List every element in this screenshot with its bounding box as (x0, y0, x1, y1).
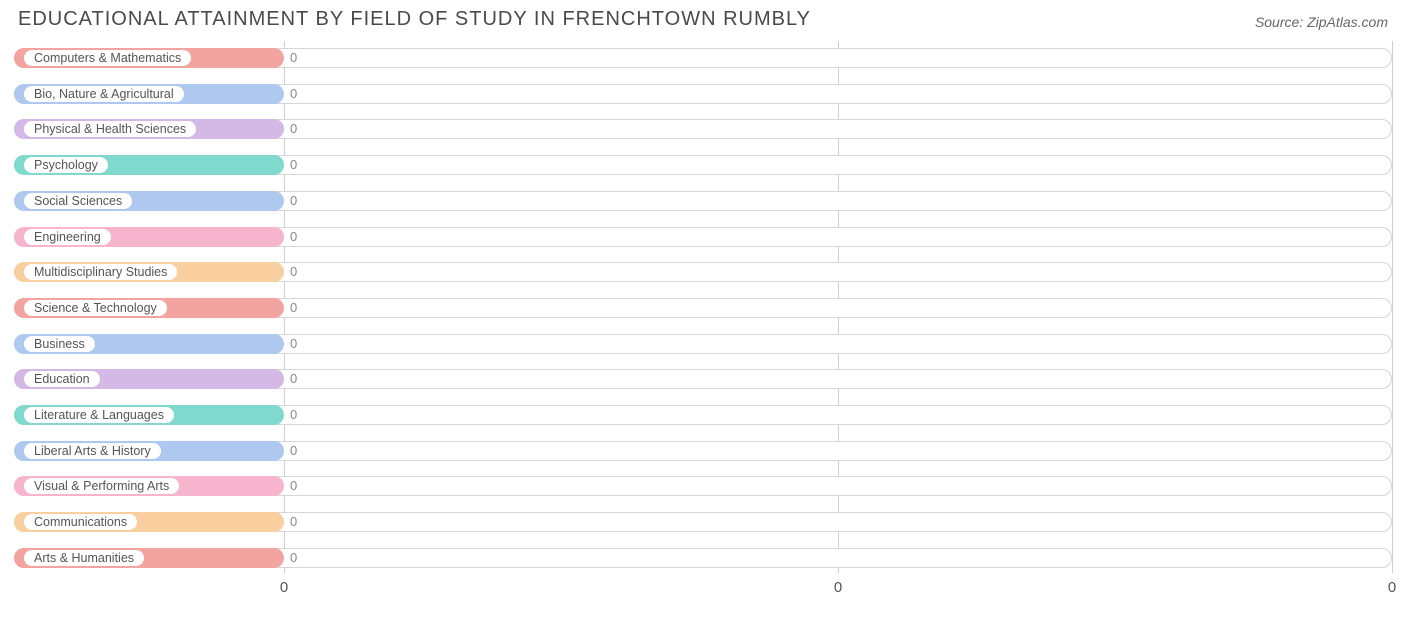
chart-rows: Computers & Mathematics0Bio, Nature & Ag… (14, 43, 1392, 573)
chart-header: EDUCATIONAL ATTAINMENT BY FIELD OF STUDY… (0, 0, 1406, 35)
bar-value: 0 (290, 84, 297, 104)
chart-source: Source: ZipAtlas.com (1255, 8, 1388, 30)
chart-title: EDUCATIONAL ATTAINMENT BY FIELD OF STUDY… (18, 8, 811, 31)
bar-row: Social Sciences 0 (14, 186, 1392, 216)
gridline (1392, 41, 1393, 573)
bar-row: Business 0 (14, 329, 1392, 359)
bar-value: 0 (290, 369, 297, 389)
bar-row: Visual & Performing Arts 0 (14, 471, 1392, 501)
bar-row: Multidisciplinary Studies 0 (14, 257, 1392, 287)
bar-value: 0 (290, 298, 297, 318)
bar-label: Multidisciplinary Studies (24, 264, 177, 280)
bar-label: Liberal Arts & History (24, 443, 161, 459)
chart-area: Computers & Mathematics0Bio, Nature & Ag… (14, 41, 1392, 601)
bar-value: 0 (290, 227, 297, 247)
bar-label: Visual & Performing Arts (24, 478, 179, 494)
bar-label: Psychology (24, 157, 108, 173)
bar-value: 0 (290, 334, 297, 354)
bar-label: Science & Technology (24, 300, 167, 316)
bar-label: Education (24, 371, 100, 387)
bar-value: 0 (290, 512, 297, 532)
bar-label: Physical & Health Sciences (24, 121, 196, 137)
bar-row: Physical & Health Sciences 0 (14, 114, 1392, 144)
bar-row: Literature & Languages 0 (14, 400, 1392, 430)
bar-row: Science & Technology 0 (14, 293, 1392, 323)
bar-label: Arts & Humanities (24, 550, 144, 566)
bar-value: 0 (290, 548, 297, 568)
x-axis-tick-label: 0 (834, 579, 842, 596)
bar-value: 0 (290, 48, 297, 68)
bar-label: Engineering (24, 229, 111, 245)
bar-row: Engineering 0 (14, 222, 1392, 252)
bar-label: Bio, Nature & Agricultural (24, 86, 184, 102)
bar-row: Liberal Arts & History 0 (14, 436, 1392, 466)
bar-row: Bio, Nature & Agricultural 0 (14, 79, 1392, 109)
bar-label: Business (24, 336, 95, 352)
bar-value: 0 (290, 262, 297, 282)
bar-row: Psychology 0 (14, 150, 1392, 180)
bar-value: 0 (290, 155, 297, 175)
bar-row: Arts & Humanities 0 (14, 543, 1392, 573)
x-axis-labels: 000 (14, 577, 1392, 601)
bar-value: 0 (290, 191, 297, 211)
bar-value: 0 (290, 441, 297, 461)
bar-row: Communications 0 (14, 507, 1392, 537)
bar-value: 0 (290, 405, 297, 425)
bar-label: Social Sciences (24, 193, 132, 209)
bar-label: Computers & Mathematics (24, 50, 191, 66)
x-axis-tick-label: 0 (1388, 579, 1396, 596)
x-axis-tick-label: 0 (280, 579, 288, 596)
bar-value: 0 (290, 119, 297, 139)
bar-row: Computers & Mathematics 0 (14, 43, 1392, 73)
bar-label: Literature & Languages (24, 407, 174, 423)
bar-row: Education 0 (14, 364, 1392, 394)
bar-label: Communications (24, 514, 137, 530)
bar-value: 0 (290, 476, 297, 496)
